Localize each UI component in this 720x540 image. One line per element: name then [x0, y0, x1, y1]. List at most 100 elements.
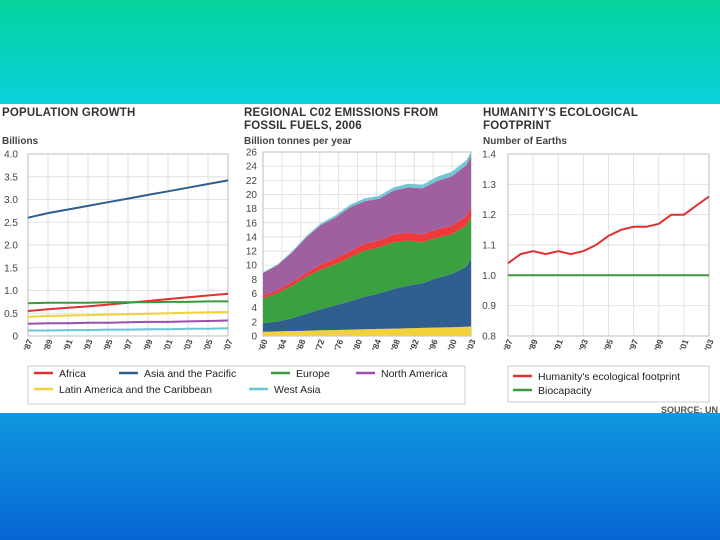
chart-2-x-tick: '72	[313, 338, 326, 352]
chart-2-y-tick: 8	[251, 275, 257, 286]
chart-3-x-tick: '91	[552, 338, 565, 352]
chart-1-x-tick: '91	[61, 338, 74, 352]
chart-2-y-tick: 0	[251, 332, 257, 343]
chart-1-y-tick: 1.0	[4, 286, 18, 297]
chart-1-y-tick: 4.0	[4, 150, 18, 161]
chart-1-x-tick: '95	[101, 338, 114, 352]
slide-top-band	[0, 0, 720, 108]
chart-2-unit-label: Billion tonnes per year	[244, 136, 352, 147]
legend-label: Latin America and the Caribbean	[59, 384, 212, 396]
chart-2-y-tick: 22	[246, 176, 258, 187]
chart-3-y-tick: 1.1	[482, 241, 496, 252]
chart-2-x-tick: '88	[389, 338, 402, 352]
chart-2-y-tick: 24	[246, 162, 258, 173]
legend-label: Biocapacity	[538, 385, 592, 397]
chart-1-y-tick: 3.0	[4, 195, 18, 206]
legend-left: Africa Asia and the Pacific Europe North Am…	[27, 365, 466, 405]
chart-1-x-tick: '97	[121, 338, 134, 352]
chart-2-y-tick: 4	[251, 303, 257, 314]
chart-2-y-tick: 12	[246, 247, 258, 258]
chart-1-x-tick: '07	[221, 338, 234, 352]
chart-3-x-tick: '95	[602, 338, 615, 352]
chart-1-unit-label: Billions	[2, 136, 39, 147]
chart-1-x-tick: '99	[141, 338, 154, 352]
co2-area-europe	[263, 216, 471, 324]
chart-3-title-line-2: FOOTPRINT	[483, 120, 551, 132]
chart-2-y-tick: 10	[246, 261, 258, 272]
chart-2-x-tick: '60	[256, 338, 269, 352]
chart-3-line-humanity-s-ecological-footprint	[507, 195, 710, 265]
co2-area-asia-and-the-pacific	[263, 259, 471, 332]
chart-3-x-tick: '93	[577, 338, 590, 352]
chart-1-line-west-asia	[28, 327, 229, 332]
chart-3-x-tick: '97	[627, 338, 640, 352]
chart-3-unit-label: Number of Earths	[483, 136, 567, 147]
chart-2-y-tick: 20	[246, 190, 258, 201]
legend-left-box	[27, 365, 466, 405]
chart-2-x-tick: '76	[332, 338, 345, 352]
legend-label: West Asia	[274, 384, 321, 396]
chart-2-y-tick: 18	[246, 204, 258, 215]
chart-2-x-tick: '80	[351, 338, 364, 352]
chart-3-y-tick: 1.0	[482, 271, 496, 282]
chart-3-plot-frame	[507, 153, 710, 337]
chart-1: POPULATION GROWTH Billions 4.0 3.5 3.0 2.5 2.0…	[2, 107, 235, 352]
chart-3-x-tick: '99	[652, 338, 665, 352]
chart-3-y-tick: 0.9	[482, 301, 496, 312]
chart-3-title-line-1: HUMANITY'S ECOLOGICAL	[483, 107, 638, 119]
chart-1-x-tick: '01	[161, 338, 174, 352]
chart-1-y-tick: 2.0	[4, 241, 18, 252]
chart-1-line-europe	[27, 300, 228, 305]
chart-3-y-tick: 1.4	[482, 150, 496, 161]
legend-label: Humanity's ecological footprint	[538, 371, 680, 383]
chart-1-line-latin-america-and-the-caribbean	[27, 310, 229, 318]
chart-2-x-tick: '03	[464, 338, 477, 352]
chart-1-x-tick: '87	[21, 338, 34, 352]
legend-label: Asia and the Pacific	[144, 368, 236, 380]
chart-1-line-north-america	[27, 319, 229, 325]
infographic-panel: POPULATION GROWTH Billions 4.0 3.5 3.0 2.5 2.0…	[0, 104, 720, 413]
chart-1-y-tick: 1.5	[4, 263, 18, 274]
chart-1-plot-frame	[27, 153, 229, 337]
chart-2-title-line-1: REGIONAL C02 EMISSIONS FROM	[244, 107, 438, 119]
co2-area-latin-america-and-the-caribbean	[263, 326, 471, 336]
slide-bottom-band	[0, 412, 720, 540]
chart-2-x-tick: '84	[370, 338, 383, 352]
chart-1-x-tick: '93	[81, 338, 94, 352]
chart-1-x-tick: '89	[41, 338, 54, 352]
legend-label: Europe	[296, 368, 330, 380]
chart-2-y-tick: 26	[246, 148, 258, 159]
chart-2-title-line-2: FOSSIL FUELS, 2006	[244, 120, 362, 132]
legend-right-box	[507, 365, 710, 403]
legend-label: Africa	[59, 368, 86, 380]
chart-3-y-tick: 1.3	[482, 180, 496, 191]
chart-1-x-tick: '05	[201, 338, 214, 352]
chart-1-y-tick: 0	[12, 332, 18, 343]
co2-area-africa	[263, 207, 471, 299]
chart-1-x-tick: '03	[181, 338, 194, 352]
chart-3-x-tick: '87	[501, 338, 514, 352]
chart-3-y-tick: 1.2	[482, 210, 496, 221]
charts-svg: POPULATION GROWTH Billions 4.0 3.5 3.0 2.5 2.0…	[2, 107, 718, 413]
chart-2-x-tick: '92	[408, 338, 421, 352]
legend-label: North America	[381, 368, 448, 380]
chart-1-title-line-1: POPULATION GROWTH	[2, 107, 136, 119]
chart-3-y-tick: 0.8	[482, 332, 496, 343]
chart-1-y-tick: 3.5	[4, 172, 18, 183]
chart-1-line-asia-and-the-pacific	[27, 179, 229, 219]
chart-2-y-tick: 16	[246, 218, 258, 229]
chart-2-y-tick: 14	[246, 232, 258, 243]
chart-2-x-tick: '68	[294, 338, 307, 352]
chart-2-y-tick: 2	[251, 317, 257, 328]
legend-right: Humanity's ecological footprint Biocapaci…	[507, 365, 710, 403]
chart-3-x-tick: '03	[702, 338, 715, 352]
chart-2-y-tick: 6	[251, 289, 257, 300]
co2-area-north-america	[263, 155, 471, 296]
source-note: SOURCE: UN	[661, 405, 718, 413]
chart-3-x-tick: '01	[677, 338, 690, 352]
chart-2-x-tick: '64	[275, 338, 288, 352]
chart-1-y-tick: 2.5	[4, 218, 18, 229]
chart-2-x-tick: '96	[427, 338, 440, 352]
